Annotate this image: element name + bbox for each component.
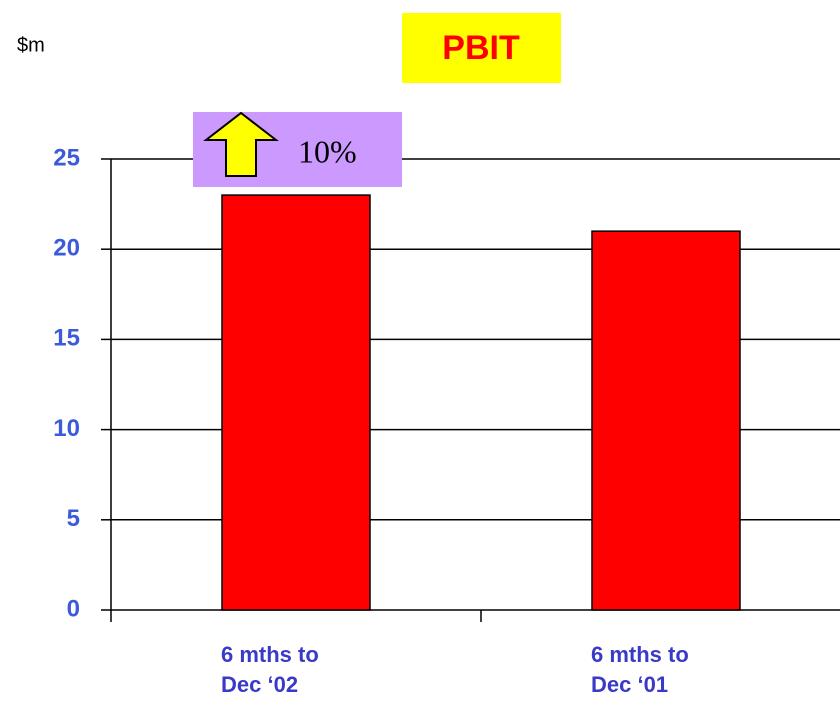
- y-tick-label: 15: [53, 325, 80, 352]
- y-tick-label: 5: [67, 505, 80, 532]
- y-tick-label: 0: [67, 595, 80, 622]
- annotation: 10%: [298, 133, 357, 169]
- plot: 0 5 10 15 20 25: [53, 144, 840, 622]
- y-tick-label: 10: [53, 415, 80, 442]
- up-arrow: [203, 111, 279, 177]
- chart-title: PBIT: [442, 29, 520, 67]
- y-tick-label: 25: [53, 144, 80, 171]
- x-tick-label: 6 mths to Dec ‘01: [591, 642, 689, 697]
- y-axis-label: $m: [17, 34, 45, 56]
- bar: [591, 230, 741, 611]
- title-box: [402, 13, 561, 83]
- x-tick-label: 6 mths to Dec ‘02: [221, 642, 319, 697]
- y-tick-label: 20: [53, 235, 80, 262]
- bar: [221, 194, 371, 611]
